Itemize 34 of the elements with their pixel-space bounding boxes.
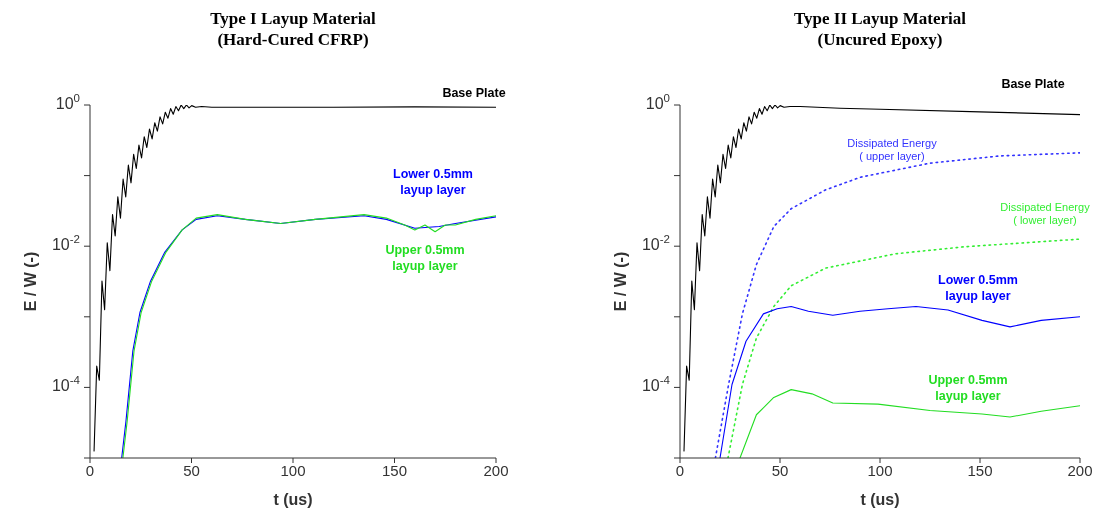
- line-series: [739, 389, 1080, 458]
- series-label: Lower 0.5mm layup layer: [393, 167, 473, 198]
- x-tick-label: 50: [183, 461, 200, 479]
- line-series: [93, 105, 496, 452]
- series-label: Lower 0.5mm layup layer: [938, 273, 1018, 304]
- x-axis-title: t (us): [860, 491, 900, 508]
- series-label: Base Plate: [1001, 76, 1065, 91]
- x-tick-label: 150: [967, 461, 993, 479]
- y-axis-title: E / W (-): [21, 251, 39, 312]
- x-tick-label: 0: [675, 461, 685, 479]
- y-tick-label: 10$^{-4}$: [641, 374, 671, 395]
- x-tick-label: 200: [1067, 461, 1093, 479]
- y-tick-label: 10$^{-4}$: [51, 374, 81, 395]
- x-tick-label: 50: [771, 461, 789, 479]
- series-label: Dissipated Energy ( upper layer): [847, 136, 938, 162]
- x-tick-label: 150: [381, 461, 408, 479]
- x-tick-label: 0: [85, 461, 95, 479]
- series-label: Upper 0.5mm layup layer: [385, 243, 465, 274]
- chart-title: Type I Layup Material (Hard-Cured CFRP): [209, 8, 377, 50]
- x-tick-label: 100: [280, 461, 306, 479]
- series-label: Base Plate: [442, 86, 506, 101]
- x-tick-label: 200: [483, 461, 509, 479]
- x-axis-title: t (us): [273, 491, 313, 508]
- y-tick-label: 10$^{-2}$: [51, 233, 80, 254]
- series-label: Upper 0.5mm layup layer: [928, 373, 1008, 404]
- chart-title: Type II Layup Material (Uncured Epoxy): [792, 8, 968, 50]
- line-series: [719, 305, 1080, 458]
- x-tick-label: 100: [867, 461, 893, 479]
- y-tick-label: 10$^{0}$: [55, 92, 80, 113]
- series-label: Dissipated Energy ( lower layer): [1000, 201, 1091, 227]
- y-axis-title: E / W (-): [611, 251, 629, 312]
- y-tick-label: 10$^{-2}$: [641, 233, 670, 254]
- line-series: [727, 238, 1080, 458]
- y-tick-label: 10$^{0}$: [645, 92, 670, 113]
